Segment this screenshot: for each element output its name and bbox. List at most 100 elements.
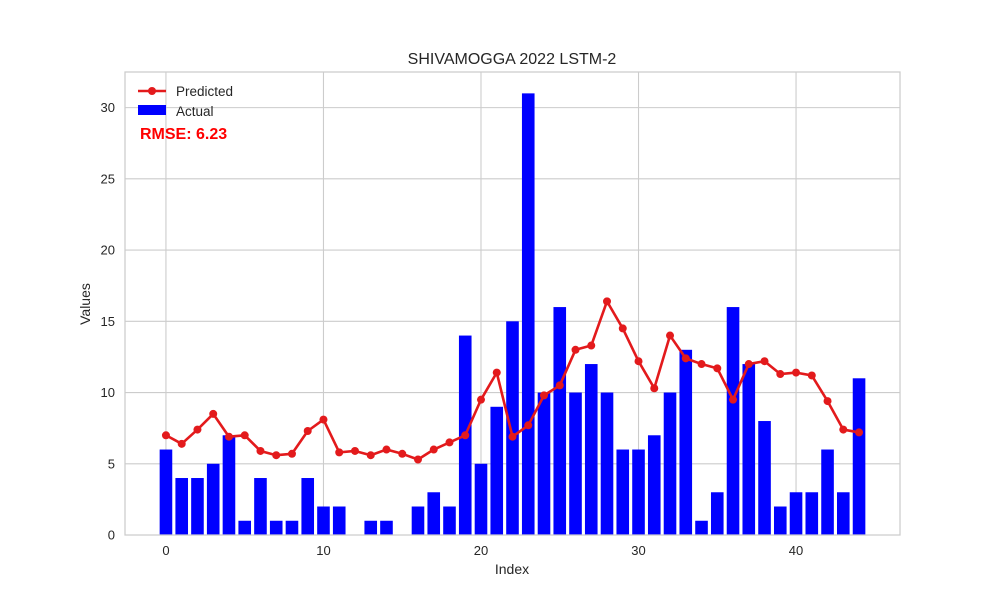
bar-actual <box>254 478 267 535</box>
predicted-point <box>508 432 517 441</box>
bar-actual <box>663 392 677 535</box>
predicted-point <box>839 425 848 434</box>
bar-actual <box>742 364 756 535</box>
bar-actual <box>175 478 189 535</box>
y-tick-label: 30 <box>101 100 115 115</box>
predicted-point <box>634 357 643 366</box>
y-axis-label: Values <box>77 283 93 325</box>
legend-actual-label: Actual <box>176 104 214 119</box>
bar-actual <box>726 307 740 535</box>
predicted-point <box>350 446 359 455</box>
bar-actual <box>773 506 787 535</box>
predicted-point <box>650 384 659 393</box>
bar-actual <box>317 506 330 535</box>
legend-predicted-label: Predicted <box>176 84 233 99</box>
predicted-point <box>366 451 375 460</box>
bar-actual <box>758 421 771 535</box>
predicted-point <box>335 448 344 457</box>
predicted-point <box>807 371 816 380</box>
x-tick-label: 0 <box>162 543 169 558</box>
predicted-point <box>729 395 738 404</box>
bar-actual <box>584 364 598 535</box>
bar-actual <box>836 492 850 535</box>
predicted-point <box>161 431 170 440</box>
predicted-point <box>398 449 407 458</box>
predicted-point <box>209 409 218 418</box>
bar-actual <box>443 506 456 535</box>
predicted-point <box>224 432 233 441</box>
x-tick-label: 20 <box>474 543 488 558</box>
x-tick-label: 10 <box>316 543 330 558</box>
y-tick-label: 5 <box>108 456 115 471</box>
predicted-point <box>540 391 549 400</box>
predicted-point <box>319 415 328 424</box>
plot-frame <box>124 71 901 536</box>
bar-actual <box>222 435 236 535</box>
bar-actual <box>285 520 299 535</box>
bar-actual <box>238 520 252 535</box>
y-tick-label: 15 <box>101 314 115 329</box>
predicted-point <box>713 364 722 373</box>
y-tick-label: 0 <box>108 528 115 543</box>
bar-actual <box>600 392 614 535</box>
predicted-point <box>760 357 769 366</box>
bar-actual <box>852 378 866 535</box>
bar-actual <box>537 392 551 535</box>
bar-actual <box>191 478 204 535</box>
bar-actual <box>616 449 630 535</box>
predicted-point <box>303 427 312 436</box>
predicted-point <box>272 451 281 460</box>
predicted-point <box>587 341 596 350</box>
bar-actual <box>647 435 661 535</box>
bar-actual <box>474 463 488 535</box>
bar-actual <box>553 307 567 535</box>
predicted-point <box>681 354 690 363</box>
bar-actual <box>569 392 582 535</box>
predicted-point <box>823 397 832 406</box>
x-tick-label: 40 <box>789 543 803 558</box>
axis-ticks: 0 10 20 30 40 0 5 10 15 20 25 30 <box>101 100 804 558</box>
bar-actual <box>380 520 393 535</box>
legend: Predicted Actual <box>138 84 233 119</box>
bar-series-actual <box>159 93 866 535</box>
bar-actual <box>159 449 173 535</box>
rmse-annotation: RMSE: 6.23 <box>140 126 227 143</box>
bar-actual <box>805 492 819 535</box>
bar-actual <box>821 449 834 535</box>
predicted-point <box>413 455 422 464</box>
x-axis-label: Index <box>495 561 529 577</box>
bar-actual <box>789 492 803 535</box>
predicted-point <box>492 368 501 377</box>
y-tick-label: 20 <box>101 243 115 258</box>
bar-actual <box>632 449 645 535</box>
y-tick-label: 10 <box>101 385 115 400</box>
predicted-point <box>240 431 249 440</box>
bar-actual <box>710 492 724 535</box>
legend-predicted-marker <box>148 87 156 95</box>
predicted-point <box>555 381 564 390</box>
bar-actual <box>411 506 425 535</box>
predicted-point <box>287 449 296 458</box>
predicted-point <box>193 425 202 434</box>
predicted-point <box>524 421 533 430</box>
legend-actual-swatch <box>138 105 166 115</box>
bar-actual <box>695 520 708 535</box>
bar-actual <box>427 492 441 535</box>
predicted-point <box>256 446 265 455</box>
predicted-point <box>744 360 753 369</box>
predicted-point <box>792 368 801 377</box>
bar-actual <box>679 349 693 535</box>
bar-actual <box>206 463 220 535</box>
predicted-point <box>855 428 864 437</box>
chart-title: SHIVAMOGGA 2022 LSTM-2 <box>408 51 617 68</box>
x-tick-label: 30 <box>631 543 645 558</box>
bar-actual <box>506 321 519 535</box>
predicted-point <box>618 324 627 333</box>
bar-actual <box>521 93 535 535</box>
predicted-point <box>445 438 454 447</box>
bar-actual <box>364 520 378 535</box>
predicted-point <box>603 297 612 306</box>
y-tick-label: 25 <box>101 171 115 186</box>
bar-actual <box>490 406 504 535</box>
